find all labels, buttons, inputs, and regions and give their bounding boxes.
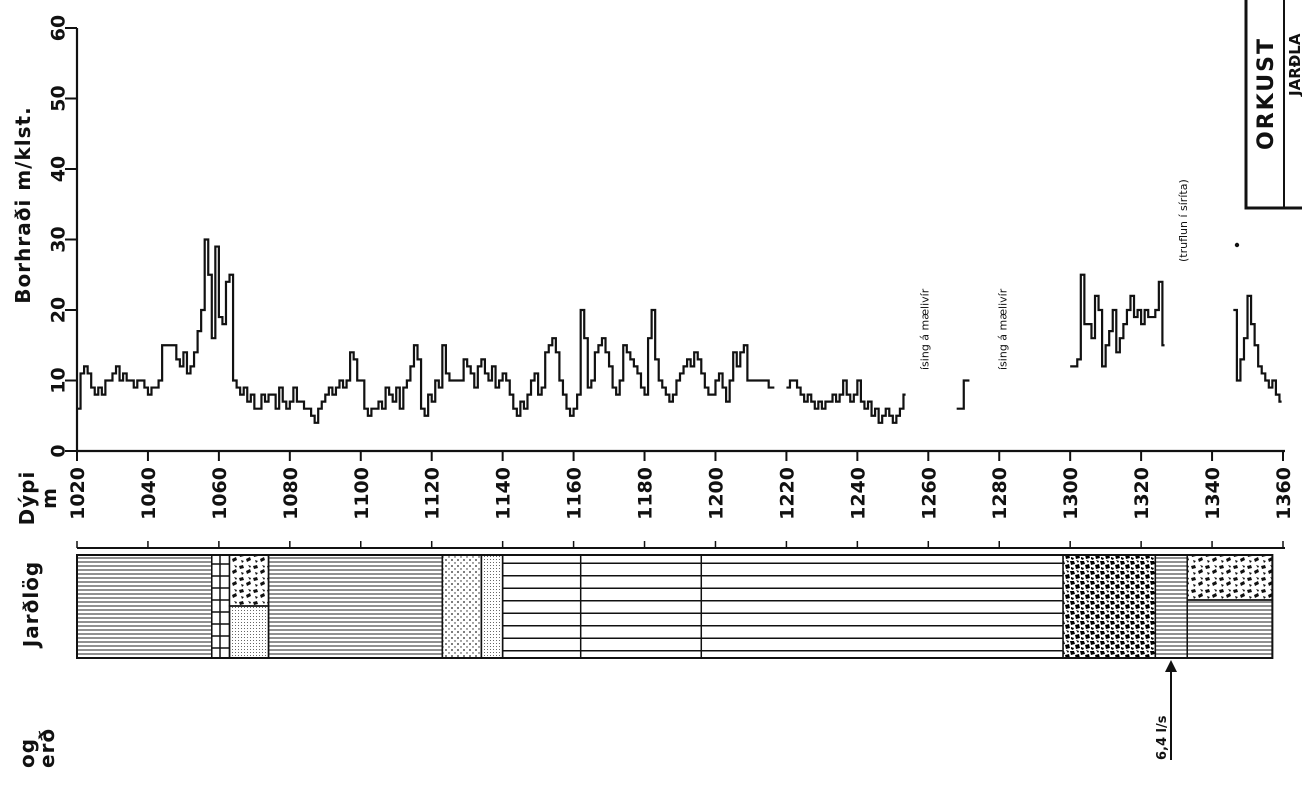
x-tick-label: 1280: [989, 467, 1011, 520]
flow-arrow: [1165, 660, 1177, 760]
x-tick-label: 1020: [67, 467, 89, 520]
title-box: ORKUST JARÐLA: [1244, 0, 1302, 210]
x-tick-label: 1200: [705, 467, 727, 520]
x-tick-label: 1160: [564, 467, 586, 520]
litho-unit: [1186, 554, 1274, 601]
svg-text:og: og: [15, 738, 39, 768]
y-tick-label: 50: [48, 85, 70, 111]
series-line-1: [786, 379, 906, 424]
y-axis-label: Borhraði m/klst.: [11, 106, 35, 303]
x-axis-label: Dýpi m: [15, 471, 61, 526]
svg-text:erð: erð: [35, 728, 59, 768]
box-title: ORKUST: [1254, 37, 1279, 150]
bottom-section-label: og erð: [15, 728, 59, 768]
svg-text:m: m: [37, 487, 61, 509]
x-tick-label: 1320: [1131, 467, 1153, 520]
y-tick-label: 0: [48, 444, 70, 457]
y-tick-label: 60: [48, 15, 70, 41]
box-subtitle: JARÐLA: [1286, 33, 1302, 97]
lithology-label: Jarðlög: [19, 561, 43, 649]
x-tick-label: 1260: [918, 467, 940, 520]
x-tick-label: 1060: [209, 467, 231, 520]
x-tick-label: 1080: [280, 467, 302, 520]
litho-unit: [228, 605, 270, 659]
x-tick-label: 1300: [1060, 467, 1082, 520]
y-tick-label: 10: [48, 367, 70, 393]
litho-unit: [1154, 554, 1188, 659]
litho-unit: [441, 554, 483, 659]
litho-unit: [1062, 554, 1157, 659]
dot-marker: [1234, 242, 1240, 248]
litho-unit: [480, 554, 504, 659]
series-line-2: [956, 379, 970, 410]
series-line-0: [77, 238, 775, 424]
x-tick-label: 1360: [1273, 467, 1295, 520]
x-tick-label: 1180: [635, 467, 657, 520]
x-tick-label: 1240: [847, 467, 869, 520]
x-tick-label: 1340: [1202, 467, 1224, 520]
litho-unit: [501, 554, 1064, 659]
x-tick-label: 1040: [138, 467, 160, 520]
svg-text:Dýpi: Dýpi: [15, 471, 39, 526]
x-tick-label: 1120: [422, 467, 444, 520]
litho-unit: [228, 554, 270, 607]
y-tick-label: 30: [48, 226, 70, 252]
litho-frame: [76, 554, 1274, 659]
litho-unit: [76, 554, 213, 659]
annotation: ísing á mælivír: [996, 288, 1009, 370]
series-line-3: [1070, 273, 1165, 368]
x-tick-label: 1140: [493, 467, 515, 520]
y-tick-label: 40: [48, 156, 70, 182]
litho-unit: [211, 554, 231, 659]
litho-unit: [1186, 599, 1274, 659]
x-tick-label: 1220: [776, 467, 798, 520]
x-tick-label: 1100: [351, 467, 373, 520]
y-tick-label: 20: [48, 297, 70, 323]
series-line-4: [1233, 294, 1282, 403]
litho-unit: [267, 554, 444, 659]
annotation: (truflun í síríta): [1177, 179, 1190, 262]
annotation: ísing á mælivír: [918, 288, 931, 370]
annotation: 6,4 l/s: [1155, 715, 1170, 760]
